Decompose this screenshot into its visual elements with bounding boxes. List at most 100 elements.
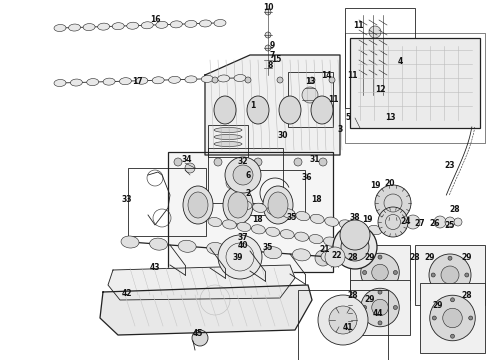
Ellipse shape	[311, 96, 333, 124]
Text: 20: 20	[385, 179, 395, 188]
Ellipse shape	[208, 217, 222, 226]
Circle shape	[294, 158, 302, 166]
Bar	[245, 170, 305, 215]
Ellipse shape	[156, 21, 168, 28]
Ellipse shape	[238, 201, 252, 210]
Ellipse shape	[136, 77, 148, 84]
Ellipse shape	[309, 234, 323, 244]
Text: 45: 45	[193, 328, 203, 338]
Text: 11: 11	[328, 95, 338, 104]
Text: 35: 35	[263, 243, 273, 252]
Text: 36: 36	[302, 174, 312, 183]
Circle shape	[450, 298, 455, 302]
Circle shape	[429, 254, 471, 296]
Bar	[168, 152, 333, 272]
Circle shape	[185, 163, 195, 173]
Circle shape	[469, 316, 473, 320]
Circle shape	[318, 295, 368, 345]
Ellipse shape	[228, 192, 248, 218]
Text: 15: 15	[271, 55, 281, 64]
Text: 10: 10	[263, 4, 273, 13]
Ellipse shape	[218, 75, 230, 82]
Ellipse shape	[237, 222, 251, 231]
Circle shape	[370, 45, 380, 55]
Text: 21: 21	[320, 246, 330, 255]
Circle shape	[406, 215, 420, 229]
Ellipse shape	[222, 220, 236, 229]
Bar	[420, 283, 485, 353]
Ellipse shape	[103, 78, 115, 85]
Bar	[345, 33, 485, 143]
Circle shape	[378, 321, 382, 325]
Text: 29: 29	[433, 301, 443, 310]
Circle shape	[375, 185, 411, 221]
Ellipse shape	[294, 232, 309, 241]
Polygon shape	[205, 55, 340, 155]
Circle shape	[302, 87, 318, 103]
Ellipse shape	[268, 192, 288, 218]
Text: 22: 22	[332, 251, 342, 260]
Text: 17: 17	[132, 77, 142, 86]
Circle shape	[441, 266, 459, 284]
Text: 8: 8	[268, 60, 273, 69]
Text: 29: 29	[462, 253, 472, 262]
Bar	[288, 72, 333, 127]
Text: 19: 19	[370, 180, 380, 189]
Circle shape	[378, 286, 382, 290]
Circle shape	[315, 250, 331, 266]
Ellipse shape	[263, 186, 293, 224]
Ellipse shape	[54, 80, 66, 86]
Text: 6: 6	[245, 171, 250, 180]
Circle shape	[333, 225, 377, 269]
Bar	[128, 168, 206, 236]
Circle shape	[372, 264, 388, 281]
Ellipse shape	[141, 22, 153, 29]
Text: 14: 14	[321, 71, 331, 80]
Text: 38: 38	[350, 213, 360, 222]
Text: 28: 28	[410, 253, 420, 262]
Ellipse shape	[339, 220, 353, 229]
Ellipse shape	[214, 135, 242, 139]
Circle shape	[363, 306, 367, 310]
Text: 24: 24	[401, 217, 411, 226]
Ellipse shape	[87, 78, 98, 86]
Ellipse shape	[207, 242, 225, 255]
Ellipse shape	[120, 78, 131, 85]
Circle shape	[265, 9, 271, 15]
Ellipse shape	[171, 21, 182, 28]
Ellipse shape	[321, 251, 339, 263]
Ellipse shape	[310, 214, 324, 224]
Circle shape	[212, 77, 218, 83]
Circle shape	[265, 45, 271, 51]
Circle shape	[378, 255, 382, 259]
Circle shape	[430, 295, 475, 341]
Ellipse shape	[368, 225, 382, 235]
Ellipse shape	[323, 237, 338, 246]
Text: 39: 39	[233, 253, 243, 262]
Polygon shape	[100, 285, 312, 335]
Ellipse shape	[121, 236, 139, 248]
Text: 7: 7	[270, 50, 275, 59]
Circle shape	[465, 273, 469, 277]
Ellipse shape	[252, 203, 267, 212]
Circle shape	[329, 306, 357, 334]
Text: 13: 13	[385, 113, 395, 122]
Ellipse shape	[293, 249, 310, 261]
Ellipse shape	[214, 96, 236, 124]
Circle shape	[174, 158, 182, 166]
Circle shape	[254, 158, 262, 166]
Text: 41: 41	[343, 324, 353, 333]
Circle shape	[277, 77, 283, 83]
Ellipse shape	[325, 217, 339, 226]
Bar	[350, 280, 410, 335]
Text: 19: 19	[362, 216, 372, 225]
Circle shape	[214, 158, 222, 166]
Text: 18: 18	[252, 216, 262, 225]
Polygon shape	[108, 265, 295, 300]
Text: 9: 9	[270, 40, 274, 49]
Text: 16: 16	[150, 15, 160, 24]
Ellipse shape	[281, 209, 295, 218]
Circle shape	[361, 288, 399, 327]
Text: 4: 4	[397, 58, 403, 67]
Circle shape	[218, 235, 262, 279]
